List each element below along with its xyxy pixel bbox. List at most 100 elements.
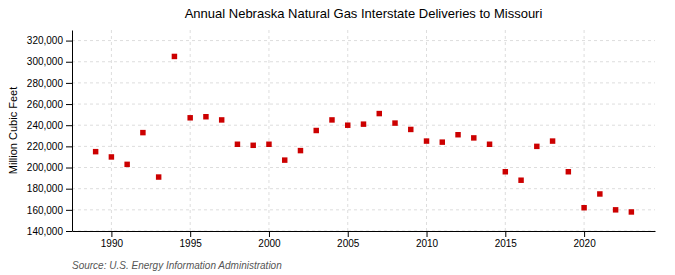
point: [298, 148, 303, 153]
axis-line: [73, 231, 656, 232]
point: [487, 142, 492, 147]
tick-mark: [66, 83, 72, 84]
plot: 1990 1995 2000 2005 2010 2015 2020 140,000 160,0…: [27, 30, 656, 249]
point: [156, 174, 161, 179]
tick-mark: [66, 231, 72, 232]
point: [550, 138, 555, 143]
tick-mark: [190, 231, 191, 237]
point: [282, 157, 287, 162]
title: Annual Nebraska Natural Gas Interstate D…: [185, 6, 543, 21]
point: [518, 177, 523, 182]
grid-line: [426, 30, 427, 231]
point: [503, 169, 508, 174]
grid-line: [347, 30, 348, 231]
point: [424, 138, 429, 143]
point: [408, 127, 413, 132]
point: [534, 144, 539, 149]
tick-label: 320,000: [27, 35, 64, 46]
grid-line: [72, 82, 655, 83]
tick-mark: [505, 231, 506, 237]
grid-line: [505, 30, 506, 231]
tick-label: 2010: [416, 238, 439, 249]
tick: 140,000: [27, 226, 72, 237]
grid-line: [72, 209, 655, 210]
source: Source: U.S. Energy Information Administ…: [72, 260, 282, 271]
point: [172, 54, 177, 59]
point: [124, 162, 129, 167]
point: [361, 121, 366, 126]
tick-mark: [66, 210, 72, 211]
tick-label: 240,000: [27, 120, 64, 131]
tick-mark: [269, 231, 270, 237]
tick: 320,000: [27, 35, 72, 46]
tick-label: 1990: [101, 238, 124, 249]
tick: 300,000: [27, 56, 72, 67]
point: [377, 111, 382, 116]
point: [613, 207, 618, 212]
tick-mark: [66, 104, 72, 105]
tick-label: 280,000: [27, 78, 64, 89]
tick: 260,000: [27, 99, 72, 110]
point: [471, 135, 476, 140]
point: [597, 191, 602, 196]
grid-line: [72, 146, 655, 147]
tick-mark: [348, 231, 349, 237]
tick: 200,000: [27, 162, 72, 173]
grid-line: [268, 30, 269, 231]
point: [345, 122, 350, 127]
chart: 1990 1995 2000 2005 2010 2015 2020 140,000 160,0…: [0, 0, 675, 275]
point: [109, 154, 114, 159]
tick: 220,000: [27, 141, 72, 152]
tick: 160,000: [27, 205, 72, 216]
x-axis: 1990 1995 2000 2005 2010 2015 2020: [73, 231, 656, 249]
tick-mark: [66, 41, 72, 42]
point: [235, 142, 240, 147]
grid-line: [72, 167, 655, 168]
tick-label: 300,000: [27, 56, 64, 67]
grid-line: [72, 40, 655, 41]
tick-mark: [66, 189, 72, 190]
tick-label: 2005: [337, 238, 360, 249]
tick-label: 2000: [258, 238, 281, 249]
point: [203, 114, 208, 119]
point: [266, 142, 271, 147]
tick-label: 1995: [180, 238, 203, 249]
tick-mark: [111, 231, 112, 237]
tick-mark: [66, 146, 72, 147]
tick: 180,000: [27, 183, 72, 194]
tick: 2010: [416, 231, 439, 249]
point: [219, 117, 224, 122]
point: [455, 132, 460, 137]
point: [566, 169, 571, 174]
grid-line: [584, 30, 585, 231]
tick-mark: [66, 125, 72, 126]
point: [250, 143, 255, 148]
tick-label: 180,000: [27, 183, 64, 194]
tick-mark: [66, 62, 72, 63]
y-axis: 140,000 160,000 180,000 200,000 220,000 240,0…: [27, 31, 73, 237]
point: [187, 115, 192, 120]
grid-line: [190, 30, 191, 231]
tick: 2020: [573, 231, 596, 249]
point: [329, 117, 334, 122]
tick-label: 260,000: [27, 99, 64, 110]
grid-line: [72, 188, 655, 189]
grid-line: [72, 61, 655, 62]
point: [140, 130, 145, 135]
point: [440, 139, 445, 144]
tick-label: 220,000: [27, 141, 64, 152]
point: [313, 128, 318, 133]
point: [93, 149, 98, 154]
point: [629, 209, 634, 214]
point: [581, 205, 586, 210]
y-axis-title: Million Cubic Feet: [7, 87, 19, 174]
tick-label: 140,000: [27, 226, 64, 237]
tick: 240,000: [27, 120, 72, 131]
tick-mark: [584, 231, 585, 237]
tick: 1990: [101, 231, 124, 249]
tick-label: 200,000: [27, 162, 64, 173]
tick-mark: [66, 168, 72, 169]
marks: [93, 54, 634, 215]
axis-line: [72, 31, 73, 232]
tick: 2015: [495, 231, 518, 249]
